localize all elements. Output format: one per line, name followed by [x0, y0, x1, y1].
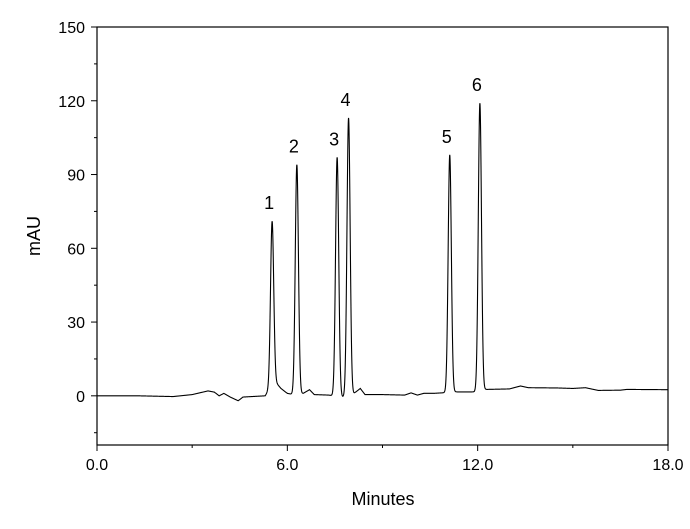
y-tick-label: 60 — [67, 241, 85, 258]
plot-frame — [96, 26, 669, 446]
peak-label: 5 — [442, 127, 452, 147]
peak-labels: 1 2 34 5 6 — [264, 75, 482, 213]
y-tick-label: 90 — [67, 168, 85, 185]
y-tick-label: 0 — [76, 389, 85, 406]
peak-label: 4 — [341, 90, 351, 110]
x-tick-label: 18.0 — [652, 457, 683, 474]
x-tick-label: 0.0 — [86, 457, 108, 474]
x-tick-label: 12.0 — [462, 457, 493, 474]
y-axis-label: mAU — [24, 216, 44, 256]
peak-label: 3 — [329, 129, 339, 149]
y-tick-label: 30 — [67, 315, 85, 332]
chromatogram-trace — [97, 103, 668, 402]
y-tick-label: 120 — [58, 94, 85, 111]
y-tick-label: 150 — [58, 20, 85, 37]
x-tick-label: 6.0 — [276, 457, 298, 474]
axes: 0.0 6.0 12.0 18.0 0 30 60 90 120 150 — [58, 20, 683, 474]
peak-label: 2 — [289, 137, 299, 157]
peak-label: 6 — [472, 75, 482, 95]
x-axis-label: Minutes — [351, 489, 414, 509]
peak-label: 1 — [264, 193, 274, 213]
